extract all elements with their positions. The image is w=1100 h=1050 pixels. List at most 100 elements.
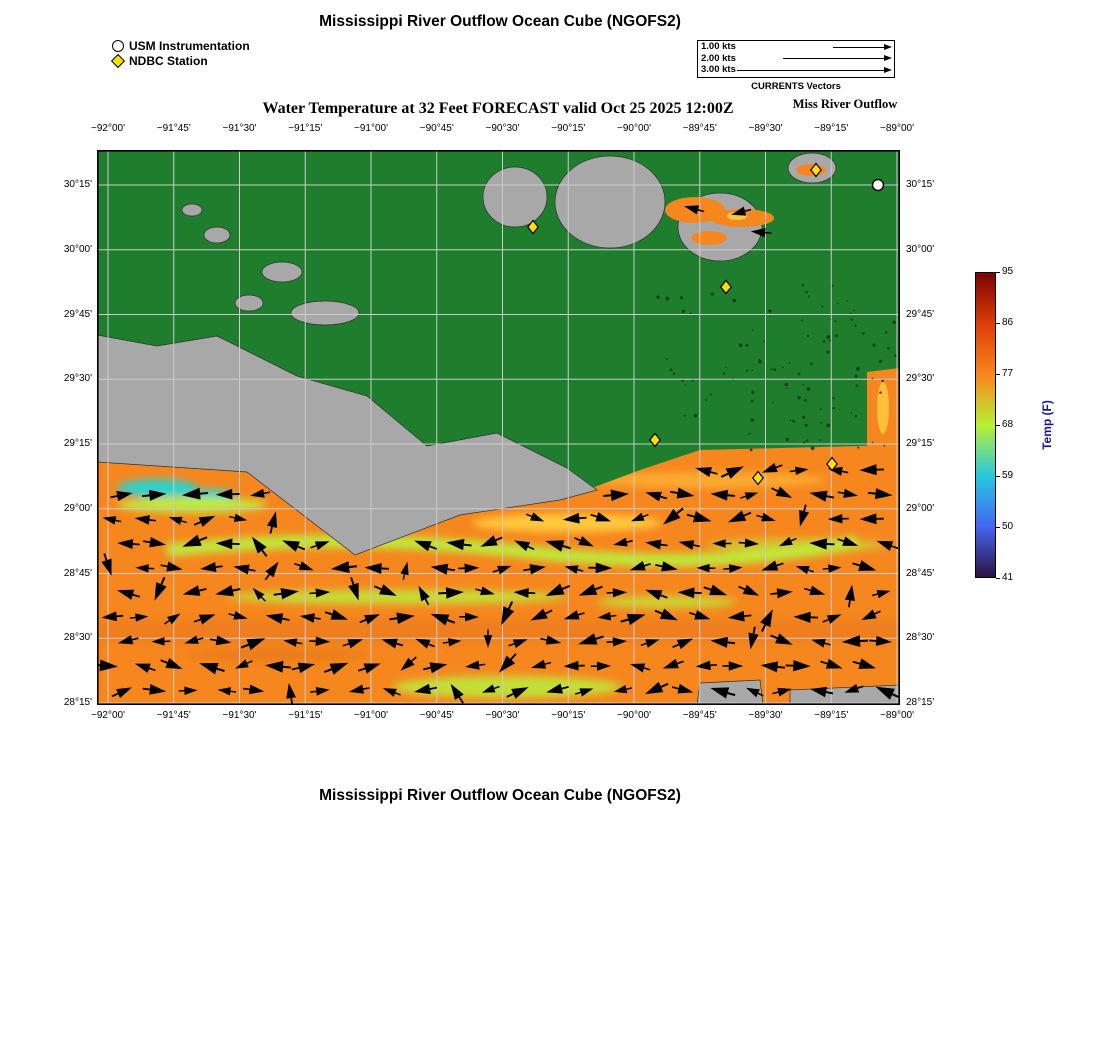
current-arrow [695,467,718,478]
marsh-speckle [802,415,806,419]
current-arrow [686,511,712,523]
lon-tick-label: −92°00' [91,123,125,134]
current-arrow [809,538,835,550]
current-arrow [283,638,303,647]
current-arrow [459,612,479,622]
marsh-speckle [801,283,805,287]
marsh-speckle [850,318,854,321]
current-arrow [588,562,613,574]
marsh-speckle [750,400,754,403]
marsh-speckle [788,362,791,364]
current-arrow [458,563,480,574]
current-arrow [142,537,166,548]
current-arrow [869,635,892,647]
current-arrow [215,585,241,597]
marsh-speckle [750,418,754,422]
current-arrow [712,539,732,548]
current-arrow [215,488,240,500]
current-arrow [309,636,331,646]
marsh-speckle [786,387,788,389]
marsh-speckle [805,291,808,294]
current-arrow [760,661,786,673]
colorbar-tick-mark [996,271,1000,273]
marsh-speckle [745,343,749,347]
current-arrow [141,489,167,501]
marsh-speckle [821,305,824,308]
current-arrow [875,686,901,700]
current-arrow [492,565,512,575]
marsh-speckle [850,411,853,414]
marsh-speckle [854,415,858,418]
lon-tick-label: −89°00' [880,710,914,721]
marsh-speckle [748,432,751,435]
current-arrow [606,588,628,598]
current-arrow [164,613,181,625]
lat-tick-label: 28°45' [906,567,935,579]
lat-tick-label: 29°30' [63,373,92,385]
lat-tick-label: 30°00' [906,243,935,255]
marsh-speckle [681,379,684,382]
current-arrow [613,685,633,694]
current-arrow [710,489,736,501]
vector-scale-row: 2.00 kts [698,53,894,65]
marsh-speckle [878,359,883,363]
marsh-speckle [656,295,660,299]
current-arrow [789,466,809,476]
current-arrow [250,488,271,498]
current-arrow [695,660,717,671]
marsh-speckle [822,340,826,343]
current-arrow [310,541,330,551]
marsh-speckle [763,340,765,343]
marsh-speckle [802,383,805,386]
lon-tick-label: −91°30' [222,123,257,134]
marsh-speckle [665,296,670,301]
lon-tick-label: −90°00' [617,710,651,721]
current-arrow [480,535,503,547]
current-arrow [671,683,694,694]
current-arrow [182,534,208,547]
current-arrow [546,683,569,694]
marsh-speckle [806,334,810,338]
current-arrow [745,687,764,698]
lat-tick-label: 30°15' [63,179,92,190]
marsh-speckle [806,387,811,391]
current-arrow [117,589,140,600]
current-arrow [785,660,811,672]
vector-arrowhead-icon [884,55,892,62]
marsh-speckle [785,437,789,442]
temperature-colorbar [975,272,996,578]
current-arrow [645,589,668,601]
current-arrow [400,656,417,671]
colorbar-tick-label: 68 [1002,419,1014,430]
forecast-subtitle: Water Temperature at 32 Feet FORECAST va… [262,100,734,117]
current-arrow [809,686,834,698]
lat-tick-label: 28°15' [63,697,92,708]
current-arrow [160,657,183,670]
current-arrow [545,583,570,597]
lon-tick-label: −90°15' [551,710,586,721]
current-arrow [234,659,253,669]
current-arrow [778,536,797,547]
marsh-speckle [826,335,831,339]
marsh-speckle [826,423,831,428]
current-arrow [381,638,404,649]
colorbar-tick-mark [996,373,1000,375]
marsh-speckle [681,309,686,313]
ndbc-station-marker [527,219,539,235]
lat-tick-label: 29°00' [906,502,935,514]
current-arrow [852,658,877,669]
marsh-speckle [709,393,712,396]
ndbc-diamond-icon [110,53,126,68]
marsh-speckle [810,446,815,451]
current-arrow [508,639,528,649]
current-arrow [761,462,783,473]
ndbc-legend-label: NDBC Station [129,53,208,68]
vector-scale-arrow-line [783,58,885,60]
lon-tick-label: −90°00' [617,123,651,134]
marsh-speckle [789,419,792,422]
current-arrow [111,687,132,699]
current-arrow [770,633,793,645]
current-arrow [193,614,216,625]
marsh-speckle [857,446,860,449]
current-arrow [703,584,728,596]
